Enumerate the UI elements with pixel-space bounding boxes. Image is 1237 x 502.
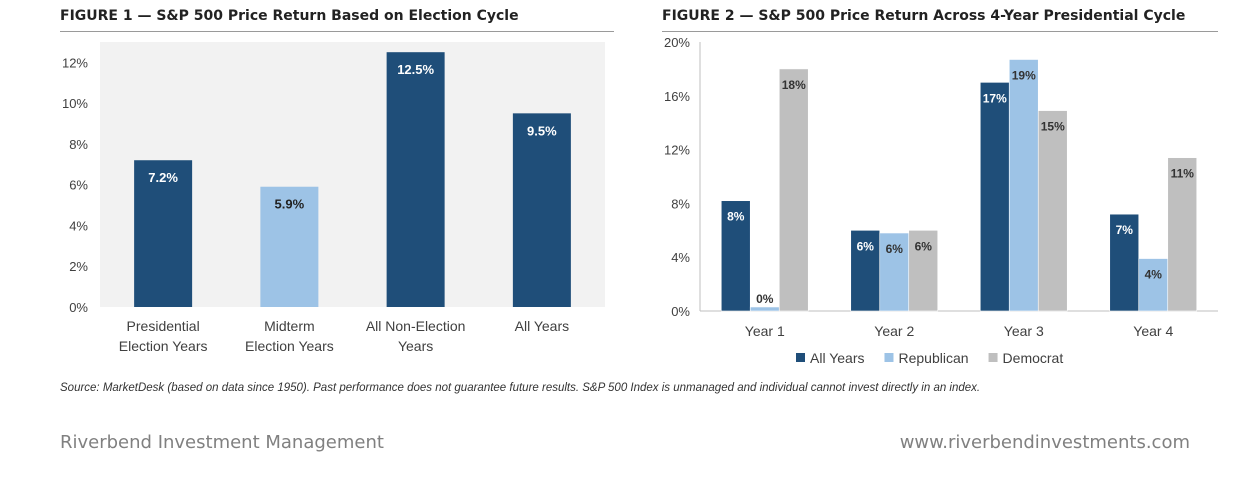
x-category-label: Presidential: [127, 318, 200, 334]
figure-1-title-rule: [60, 31, 614, 32]
bar: [512, 113, 571, 307]
bar: [1167, 157, 1198, 312]
bar-data-label: 0%: [756, 292, 774, 306]
figure-2-title-rule: [662, 31, 1218, 32]
y-tick-label: 6%: [69, 178, 88, 193]
bar: [850, 230, 881, 312]
x-category-label: Year 3: [1004, 323, 1044, 339]
figure-1-chart: 0% 2% 4% 6% 8% 10% 12% 7.2% Presidential Election…: [62, 42, 605, 354]
x-category-label: Year 4: [1133, 323, 1173, 339]
legend-swatch: [796, 353, 805, 362]
y-tick-label: 12%: [62, 55, 88, 70]
y-tick-label: 10%: [62, 96, 88, 111]
y-tick-label: 8%: [671, 196, 690, 211]
bar-data-label: 7%: [1116, 223, 1134, 237]
x-category-label: Years: [398, 338, 433, 354]
x-category-label: Election Years: [245, 338, 334, 354]
footer-website: www.riverbendinvestments.com: [899, 432, 1190, 453]
x-category-label: Midterm: [264, 318, 315, 334]
x-category-label: Year 1: [745, 323, 785, 339]
bar-data-label: 15%: [1041, 120, 1065, 134]
bar: [778, 68, 809, 312]
x-category-label: All Non-Election: [366, 318, 466, 334]
y-tick-label: 20%: [664, 35, 690, 50]
y-tick-label: 8%: [69, 137, 88, 152]
figure-2-chart: 0% 4% 8% 12% 16% 20% 8% 0% 18% Year 1 6% 6% 6% Year 2…: [664, 35, 1218, 366]
bar: [386, 52, 445, 307]
x-category-label: Election Years: [119, 338, 208, 354]
bar-data-label: 17%: [983, 91, 1007, 105]
footer-company: Riverbend Investment Management: [60, 432, 384, 453]
y-tick-label: 0%: [671, 304, 690, 319]
legend-label: Republican: [898, 350, 968, 366]
bar-data-label: 6%: [886, 242, 904, 256]
y-tick-label: 4%: [69, 218, 88, 233]
bar-data-label: 12.5%: [397, 62, 434, 77]
legend-swatch: [988, 353, 998, 362]
y-tick-label: 12%: [664, 143, 690, 158]
bar-data-label: 6%: [857, 239, 875, 253]
y-tick-label: 2%: [69, 259, 88, 274]
bar-data-label: 7.2%: [148, 170, 178, 185]
bar-data-label: 19%: [1012, 68, 1036, 82]
source-note: Source: MarketDesk (based on data since …: [60, 382, 981, 394]
bar: [134, 160, 193, 307]
bar-data-label: 4%: [1145, 268, 1163, 282]
figure-1-title: FIGURE 1 — S&P 500 Price Return Based on…: [60, 8, 519, 24]
bar-data-label: 18%: [782, 78, 806, 92]
bar: [1008, 59, 1039, 312]
bar: [979, 82, 1010, 312]
bar: [1138, 258, 1169, 312]
bar-data-label: 6%: [915, 239, 933, 253]
y-tick-label: 4%: [671, 250, 690, 265]
bar: [260, 186, 319, 307]
bar-data-label: 11%: [1171, 167, 1195, 181]
bar-data-label: 9.5%: [527, 123, 557, 138]
bar: [1037, 110, 1068, 312]
bar: [720, 200, 751, 312]
bar: [879, 232, 910, 312]
legend-label: All Years: [810, 350, 864, 366]
bar-data-label: 5.9%: [275, 197, 305, 212]
legend-label: Democrat: [1003, 350, 1064, 366]
figure-2-title: FIGURE 2 — S&P 500 Price Return Across 4…: [662, 8, 1186, 24]
x-category-label: Year 2: [874, 323, 914, 339]
bar: [1109, 213, 1140, 312]
legend-swatch: [884, 353, 894, 362]
bar: [749, 306, 780, 312]
y-tick-label: 0%: [69, 300, 88, 315]
bar: [908, 230, 939, 312]
y-tick-label: 16%: [664, 89, 690, 104]
x-category-label: All Years: [515, 318, 569, 334]
bar-data-label: 8%: [727, 210, 745, 224]
